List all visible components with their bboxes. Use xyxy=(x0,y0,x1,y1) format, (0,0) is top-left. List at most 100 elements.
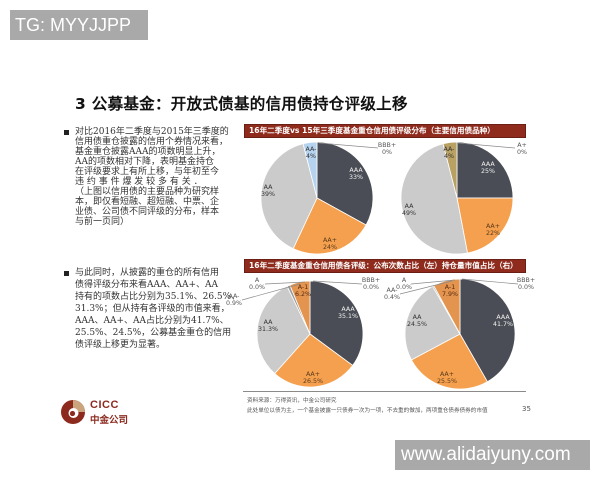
pie-slice-AA xyxy=(260,143,318,250)
slice-value: 6.2% xyxy=(295,291,311,298)
slice-label: BBB+ xyxy=(362,277,380,284)
pie-slice-AA- xyxy=(442,141,458,199)
bullet-line: 对比2016年二季度与2015年三季度的 xyxy=(75,127,229,137)
bullet-line: 本，即仅看短融、超短融、中票、企 xyxy=(75,197,220,207)
slice-label: BBB+ xyxy=(378,142,396,149)
slice-label: AA+ xyxy=(486,223,500,230)
bullet-square-icon xyxy=(64,130,69,135)
slice-value: 25% xyxy=(481,168,495,175)
slice-label: AAA xyxy=(496,314,510,321)
footer-divider xyxy=(243,391,526,392)
bullet-square-icon xyxy=(64,271,69,276)
slice-label: BBB+ xyxy=(517,277,535,284)
watermark-tg: TG: MYYJJPP xyxy=(10,10,148,40)
bullet-line: 与此同时，从披露的重仓的所有信用 xyxy=(75,268,220,278)
bullet-line: 基金重仓披露AAA的项数明显上升， xyxy=(75,147,221,157)
slice-value: 0.9% xyxy=(226,300,242,307)
slice-label: A-1 xyxy=(445,284,455,291)
slice-label: AA+ xyxy=(323,237,337,244)
bullet-line: AAA、AA+、AA占比分别为41.7%、 xyxy=(75,316,229,326)
pie-slice-AA+ xyxy=(292,197,367,255)
leader-line xyxy=(241,283,301,301)
pie-slice-AAA xyxy=(309,280,364,366)
leader-line xyxy=(410,279,456,285)
slice-value: 35.1% xyxy=(338,313,358,320)
pie-slice-AA- xyxy=(302,141,318,199)
slice-value: 24.5% xyxy=(407,321,427,328)
slice-value: 0.4% xyxy=(384,294,400,301)
bullet-line: 持有的项数占比分别为35.1%、26.5%、 xyxy=(75,292,241,302)
slice-value: 4% xyxy=(444,153,454,160)
slice-label: AA+ xyxy=(440,371,454,378)
leader-line xyxy=(264,281,306,285)
leader-line xyxy=(318,142,379,149)
leader-line xyxy=(399,280,453,295)
logo-text-cn: 中金公司 xyxy=(90,415,129,426)
pie-slice-AAA xyxy=(459,278,516,383)
slice-value: 41.7% xyxy=(493,321,513,328)
bullet-line: 债得评级分布来看AAA、AA+、AA xyxy=(75,280,219,290)
slice-label: A-1 xyxy=(298,284,308,291)
pie-slice-AAA xyxy=(456,141,514,199)
slice-label: A+ xyxy=(517,142,527,149)
bullet-line: 业债、公司债不同评级的分布，样本 xyxy=(75,207,220,217)
bullet-line: （上图以信用债的主要品种为研究样 xyxy=(75,187,220,197)
pie-slice-AA xyxy=(404,285,461,361)
pie-slice-AA+ xyxy=(410,333,488,390)
footer-source: 资料来源：万得资讯，中金公司研究 xyxy=(247,398,337,404)
slice-label: AA- xyxy=(444,146,455,153)
slice-label: AA xyxy=(405,203,414,210)
watermark-url: www.alidaiyuny.com xyxy=(395,440,590,470)
slice-label: A xyxy=(255,277,260,284)
slice-value: 39% xyxy=(261,191,275,198)
slice-label: AA- xyxy=(306,146,317,153)
slice-value: 0.0% xyxy=(249,284,265,291)
pie-slice-AA xyxy=(400,143,468,255)
slice-label: AAA xyxy=(341,306,355,313)
slice-value: 0% xyxy=(382,149,392,156)
bullet-line: 25.5%、24.5%，公募基金重仓的信用 xyxy=(75,328,232,338)
bullet-line: 债评级上移更为显著。 xyxy=(75,340,166,350)
bullet-lines: 与此同时，从披露的重仓的所有信用 债得评级分布来看AAA、AA+、AA 持有的项数占… xyxy=(75,267,240,351)
pie-chart-4: AAA41.7%AA+25.5%AA24.5%AA-0.4%A-17.9%A0.… xyxy=(384,277,535,390)
slice-value: 0.0% xyxy=(363,284,379,291)
pie-slice-AA xyxy=(256,285,311,375)
cicc-logo-icon xyxy=(61,400,85,424)
pie-slice-AA+ xyxy=(274,333,354,388)
slice-label: AA+ xyxy=(306,371,320,378)
logo-text-en: CICC xyxy=(90,399,119,411)
leader-line xyxy=(457,142,516,149)
slice-value: 7.9% xyxy=(442,291,458,298)
leader-line xyxy=(312,280,363,285)
slice-value: 0.0% xyxy=(396,284,412,291)
slice-label: AA- xyxy=(387,287,398,294)
bullet-line: AA的项数相对下降，表明基金持仓 xyxy=(75,157,214,167)
slice-value: 31.3% xyxy=(258,326,278,333)
slice-value: 25.5% xyxy=(437,378,457,385)
slice-label: AA xyxy=(413,314,422,321)
slice-value: 33% xyxy=(349,174,363,181)
slice-label: AAA xyxy=(481,161,495,168)
leader-line xyxy=(461,278,519,285)
slice-value: 0% xyxy=(517,149,527,156)
slice-label: AA xyxy=(264,184,273,191)
pie-slice-AA+ xyxy=(456,197,514,254)
bullet-line: 违 约 事 件 爆 发 较 多 有 关 ． xyxy=(75,177,203,187)
slide-title: 3 公募基金：开放式债基的信用债持仓评级上移 xyxy=(75,95,408,113)
slice-value: 0.0% xyxy=(518,284,534,291)
chart-title-bar-2: 16年二季度基金重仓信用债各评级：公布次数占比（左）持仓量市值占比（右） xyxy=(244,259,526,273)
slice-label: AAA xyxy=(349,167,363,174)
slice-label: A xyxy=(402,277,407,284)
slice-label: AA xyxy=(264,319,273,326)
slice-label: AA- xyxy=(229,293,240,300)
slice-value: 26.5% xyxy=(303,378,323,385)
footer-note: 此处单位以债为主，一个基金披露一只债券一次为一项，不去重的做加，两项重仓债券债券… xyxy=(247,408,488,414)
bullet-line: 与前一页同） xyxy=(75,217,130,227)
slice-value: 22% xyxy=(486,230,500,237)
bullet-line: 信用债重仓披露的信用个券情况来看， xyxy=(75,137,229,147)
bullet-line: 在评级要求上有所上移，与年初至今 xyxy=(75,167,220,177)
cicc-logo: CICC 中金公司 xyxy=(60,398,150,426)
